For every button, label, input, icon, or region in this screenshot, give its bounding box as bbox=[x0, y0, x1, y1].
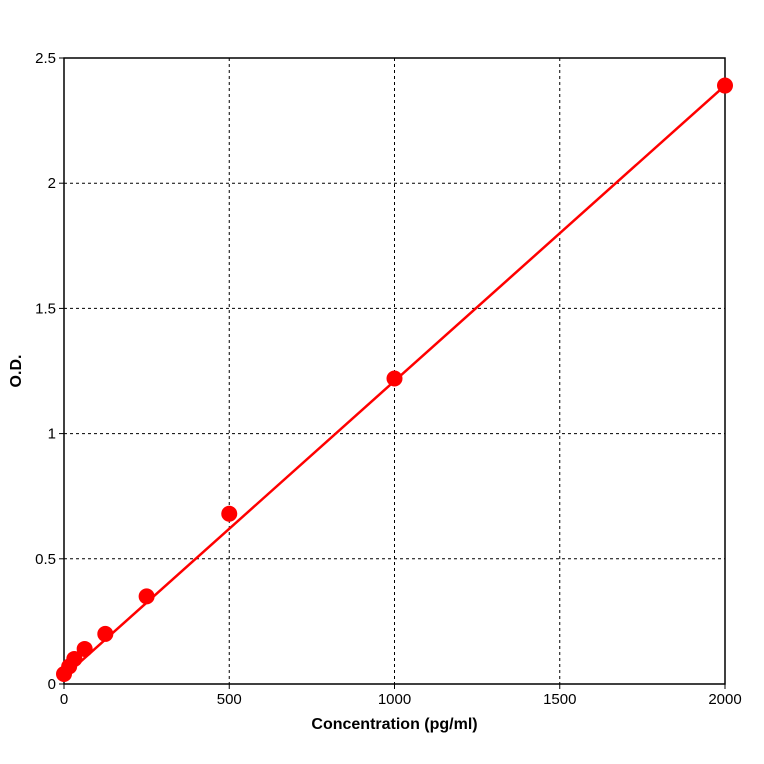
data-point bbox=[76, 640, 93, 657]
y-axis-ticks: 0 0.5 1 1.5 2 2.5 bbox=[35, 50, 64, 693]
data-point bbox=[138, 588, 155, 605]
x-tick-label: 0 bbox=[60, 691, 68, 708]
x-tick-label: 2000 bbox=[708, 691, 741, 708]
data-series bbox=[56, 77, 733, 682]
x-tick-label: 1500 bbox=[543, 691, 576, 708]
y-tick-label: 2 bbox=[48, 175, 56, 192]
y-tick-label: 2.5 bbox=[35, 50, 56, 67]
x-axis-ticks: 0 500 1000 1500 2000 bbox=[60, 684, 742, 708]
y-tick-label: 0.5 bbox=[35, 551, 56, 568]
data-point bbox=[386, 370, 403, 387]
data-point bbox=[97, 625, 114, 642]
y-tick-label: 1 bbox=[48, 426, 56, 443]
y-tick-label: 0 bbox=[48, 676, 56, 693]
data-point bbox=[66, 650, 83, 667]
data-point bbox=[221, 505, 238, 522]
data-point bbox=[717, 77, 733, 94]
x-axis-label: Concentration (pg/ml) bbox=[311, 716, 477, 733]
y-tick-label: 1.5 bbox=[35, 300, 56, 317]
y-axis-label: O.D. bbox=[8, 355, 25, 388]
x-tick-label: 500 bbox=[217, 691, 242, 708]
x-tick-label: 1000 bbox=[378, 691, 411, 708]
